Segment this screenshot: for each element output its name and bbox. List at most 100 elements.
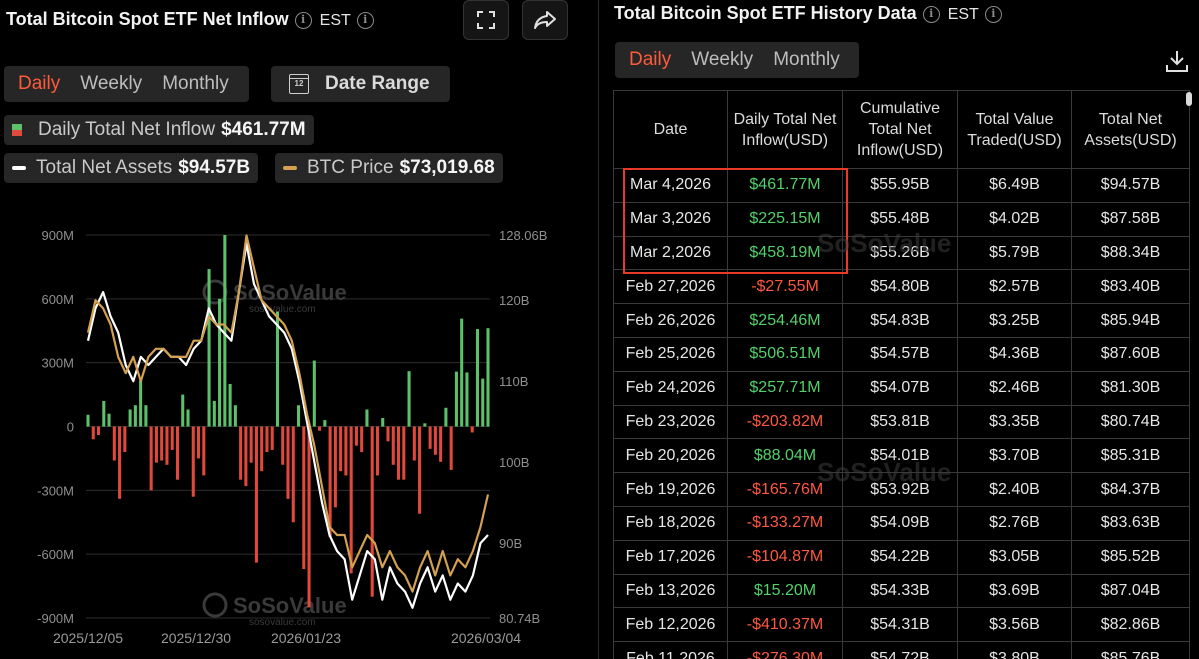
table-row[interactable]: Mar 4,2026 $461.77M $55.95B $6.49B $94.57B (613, 168, 1190, 203)
cell-date: Feb 17,2026 (613, 539, 728, 575)
watermark-text: SoSoValue (233, 280, 347, 305)
inflow-bar (328, 426, 332, 538)
history-timezone-info-icon[interactable]: i (984, 6, 1002, 23)
inflow-bar (386, 426, 390, 442)
cell-value-traded: $4.36B (957, 336, 1072, 372)
inflow-bar (165, 426, 169, 465)
table-row[interactable]: Feb 26,2026 $254.46M $54.83B $3.25B $85.94B (613, 303, 1190, 338)
inflow-bar (354, 426, 358, 446)
cell-net-assets: $80.74B (1071, 404, 1190, 440)
inflow-bar (107, 413, 111, 427)
table-row[interactable]: Feb 17,2026 -$104.87M $54.22B $3.05B $85.52B (613, 539, 1190, 575)
tab-weekly[interactable]: Weekly (80, 73, 143, 94)
download-icon[interactable] (1164, 48, 1190, 74)
col-net-assets[interactable]: Total Net Assets(USD) (1071, 90, 1190, 169)
legend-btc-label: BTC Price (307, 157, 394, 178)
inflow-bar (118, 426, 122, 499)
table-row[interactable]: Mar 2,2026 $458.19M $55.26B $5.79B $88.34B (613, 235, 1190, 271)
cell-value-traded: $6.49B (957, 168, 1072, 203)
col-value-traded[interactable]: Total Value Traded(USD) (957, 90, 1072, 169)
col-date[interactable]: Date (613, 90, 728, 169)
period-tabs: Daily Weekly Monthly (4, 66, 249, 102)
cell-net-assets: $82.86B (1071, 607, 1190, 643)
inflow-bar (144, 405, 148, 427)
cell-value-traded: $2.46B (957, 370, 1072, 406)
cell-daily-inflow: $257.71M (727, 370, 843, 406)
date-range-button[interactable]: 12 Date Range (271, 66, 450, 102)
cell-cumulative: $54.80B (842, 269, 958, 305)
inflow-bar (281, 426, 285, 465)
table-row[interactable]: Feb 18,2026 -$133.27M $54.09B $2.76B $83.63B (613, 505, 1190, 541)
history-info-icon[interactable]: i (922, 6, 940, 23)
left-axis-label: -600M (37, 547, 74, 562)
cell-date: Feb 19,2026 (613, 472, 728, 507)
inflow-bar (339, 426, 343, 472)
inflow-bar (312, 360, 316, 427)
left-axis-label: -900M (37, 611, 74, 626)
x-axis-label: 2025/12/30 (161, 630, 231, 646)
cell-cumulative: $54.83B (842, 303, 958, 338)
tab-daily[interactable]: Daily (18, 73, 61, 94)
cell-value-traded: $3.80B (957, 641, 1072, 659)
inflow-bar (265, 426, 269, 453)
inflow-bar (465, 372, 469, 427)
history-tab-weekly[interactable]: Weekly (691, 49, 754, 70)
history-tab-daily[interactable]: Daily (629, 49, 672, 70)
legend-btc[interactable]: BTC Price $73,019.68 (275, 153, 503, 183)
cell-value-traded: $3.25B (957, 303, 1072, 338)
inflow-bar (239, 426, 243, 480)
inflow-bar (481, 378, 485, 427)
history-tab-monthly[interactable]: Monthly (773, 49, 840, 70)
cell-cumulative: $53.92B (842, 472, 958, 507)
fullscreen-button[interactable] (463, 0, 509, 40)
calendar-icon: 12 (289, 74, 309, 94)
cell-net-assets: $87.60B (1071, 336, 1190, 372)
cell-date: Feb 26,2026 (613, 303, 728, 338)
inflow-swatch-icon (12, 124, 22, 136)
cell-date: Feb 11,2026 (613, 641, 728, 659)
table-row[interactable]: Feb 20,2026 $88.04M $54.01B $3.70B $85.31B (613, 438, 1190, 474)
table-row[interactable]: Feb 24,2026 $257.71M $54.07B $2.46B $81.30B (613, 370, 1190, 406)
legend-inflow-value: $461.77M (221, 119, 306, 140)
col-cumulative-inflow[interactable]: Cumulative Total Net Inflow(USD) (842, 90, 958, 169)
inflow-bar (139, 380, 143, 427)
inflow-chart[interactable]: SoSoValuesosovalue.comSoSoValuesosovalue… (0, 205, 598, 659)
cell-daily-inflow: $461.77M (727, 168, 843, 203)
fullscreen-icon (477, 11, 495, 29)
timezone-info-icon[interactable]: i (356, 12, 374, 29)
table-row[interactable]: Feb 23,2026 -$203.82M $53.81B $3.35B $80.74B (613, 404, 1190, 440)
table-row[interactable]: Feb 19,2026 -$165.76M $53.92B $2.40B $84.37B (613, 472, 1190, 507)
table-row[interactable]: Feb 11,2026 -$276.30M $54.72B $3.80B $85.76B (613, 641, 1190, 659)
inflow-bar (186, 409, 190, 427)
inflow-bar (428, 426, 432, 449)
legend-assets[interactable]: Total Net Assets $94.57B (4, 153, 259, 183)
cell-date: Mar 3,2026 (613, 201, 728, 237)
table-scrollbar[interactable] (1185, 90, 1193, 659)
table-row[interactable]: Mar 3,2026 $225.15M $55.48B $4.02B $87.58B (613, 201, 1190, 237)
chart-title-text: Total Bitcoin Spot ETF Net Inflow (6, 9, 289, 29)
left-axis-label: 0 (67, 420, 74, 435)
cell-net-assets: $87.58B (1071, 201, 1190, 237)
table-row[interactable]: Feb 27,2026 -$27.55M $54.80B $2.57B $83.40B (613, 269, 1190, 305)
table-row[interactable]: Feb 12,2026 -$410.37M $54.31B $3.56B $82.86B (613, 607, 1190, 643)
cell-date: Feb 20,2026 (613, 438, 728, 474)
scrollbar-thumb[interactable] (1186, 92, 1192, 106)
cell-daily-inflow: -$276.30M (727, 641, 843, 659)
cell-value-traded: $3.35B (957, 404, 1072, 440)
inflow-bar (323, 420, 327, 427)
col-daily-inflow[interactable]: Daily Total Net Inflow(USD) (727, 90, 843, 169)
legend-inflow[interactable]: Daily Total Net Inflow $461.77M (4, 115, 314, 145)
cell-value-traded: $3.70B (957, 438, 1072, 474)
cell-value-traded: $2.57B (957, 269, 1072, 305)
share-button[interactable] (522, 0, 568, 40)
inflow-bar (433, 426, 437, 455)
inflow-bar (112, 426, 116, 461)
table-row[interactable]: Feb 25,2026 $506.51M $54.57B $4.36B $87.60B (613, 336, 1190, 372)
table-row[interactable]: Feb 13,2026 $15.20M $54.33B $3.69B $87.04B (613, 573, 1190, 609)
tab-monthly[interactable]: Monthly (162, 73, 229, 94)
cell-net-assets: $83.40B (1071, 269, 1190, 305)
info-icon[interactable]: i (294, 12, 312, 29)
cell-daily-inflow: $88.04M (727, 438, 843, 474)
assets-line-swatch-icon (12, 166, 26, 170)
